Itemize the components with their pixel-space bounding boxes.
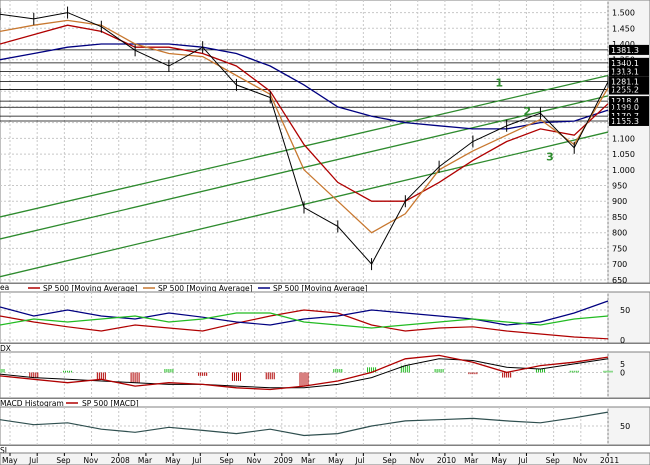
y-tick-label: 1.400 bbox=[612, 40, 635, 49]
y-tick-label: 1.000 bbox=[612, 166, 635, 175]
level-tag bbox=[609, 76, 649, 87]
level-label: 1255.2 bbox=[611, 86, 639, 95]
axis-area bbox=[607, 291, 650, 344]
price-axis: 650 700 750 800 850 900 950 1.000 1.050 1.100 1.15… bbox=[612, 9, 635, 285]
x-tick-label: Nov bbox=[247, 456, 262, 465]
y-tick-label: 850 bbox=[612, 213, 627, 222]
level-label: 1381.3 bbox=[611, 46, 639, 55]
x-tick-label: Jul bbox=[191, 456, 201, 465]
y-tick-label: 950 bbox=[612, 182, 627, 191]
y-tick-label: 50 bbox=[620, 422, 630, 431]
x-tick-label: May bbox=[491, 456, 507, 465]
y-tick-label: 0 bbox=[620, 336, 625, 345]
y-tick-label: 1.100 bbox=[612, 134, 635, 143]
level-tag bbox=[609, 66, 649, 77]
x-tick-label: Sep bbox=[56, 456, 70, 465]
legend-entry: SP 500 [Moving Average] bbox=[273, 284, 368, 293]
y-tick-label: 1.250 bbox=[612, 87, 635, 96]
y-tick-label: 1.050 bbox=[612, 150, 635, 159]
level-tag bbox=[609, 44, 649, 55]
channel-line-2 bbox=[0, 95, 609, 240]
adx-line bbox=[0, 309, 609, 340]
minus-di-line bbox=[0, 312, 609, 329]
x-tick-label: 2011 bbox=[600, 456, 619, 465]
x-tick-label: Mar bbox=[138, 456, 153, 465]
level-tag bbox=[609, 102, 649, 113]
legend-prefix: ea bbox=[0, 283, 9, 292]
macd-panel: 50 MACD Histogram SP 500 [MACD] bbox=[0, 351, 650, 408]
legend-entry: SP 500 [Moving Average] bbox=[158, 284, 253, 293]
y-tick-label: 800 bbox=[612, 229, 627, 238]
legend-prefix: SI bbox=[0, 446, 7, 455]
level-tag bbox=[609, 57, 649, 68]
plus-di-line bbox=[0, 300, 609, 326]
level-label: 1340.1 bbox=[611, 59, 639, 68]
x-tick-label: 2009 bbox=[274, 456, 293, 465]
x-tick-label: Nov bbox=[410, 456, 425, 465]
x-tick-label: Jul bbox=[517, 456, 527, 465]
macd-signal-line bbox=[0, 358, 609, 389]
x-tick-label: 2008 bbox=[111, 456, 130, 465]
level-tag bbox=[609, 96, 649, 107]
level-tag bbox=[609, 115, 649, 126]
x-tick-label: Jul bbox=[354, 456, 364, 465]
x-tick-label: Nov bbox=[573, 456, 588, 465]
adx-panel: 50 0 DX bbox=[0, 291, 650, 353]
y-tick-label: 5 bbox=[620, 360, 625, 369]
x-tick-label: May bbox=[328, 456, 344, 465]
axis-area bbox=[607, 351, 650, 399]
macd-line bbox=[0, 354, 609, 391]
panel-frame bbox=[0, 291, 609, 344]
level-label: 1155.3 bbox=[611, 117, 639, 126]
legend-entry: SP 500 [Moving Average] bbox=[43, 284, 138, 293]
x-axis-strip bbox=[0, 452, 650, 465]
time-axis: May Jul Sep Nov 2008 Mar May Jul Sep Nov 2009 Mar Ma… bbox=[0, 452, 650, 465]
x-tick-label: Sep bbox=[546, 456, 560, 465]
price-series-group bbox=[0, 6, 609, 271]
rsi-panel: 50 SI bbox=[0, 406, 650, 455]
legend-entry: MACD Histogram bbox=[0, 399, 64, 408]
y-tick-label: 1.350 bbox=[612, 56, 635, 65]
x-tick-label: Nov bbox=[84, 456, 99, 465]
y-tick-label: 1.450 bbox=[612, 24, 635, 33]
level-tag bbox=[609, 84, 649, 95]
level-label: 1313.1 bbox=[611, 67, 639, 76]
legend-prefix: DX bbox=[0, 344, 11, 353]
y-tick-label: 700 bbox=[612, 260, 627, 269]
y-tick-label: 750 bbox=[612, 244, 627, 253]
y-tick-label: 0 bbox=[620, 368, 625, 377]
price-legend: ea SP 500 [Moving Average] SP 500 [Moving … bbox=[0, 283, 650, 293]
x-tick-label: Sep bbox=[383, 456, 397, 465]
y-tick-label: 50 bbox=[620, 306, 630, 315]
x-tick-label: 2010 bbox=[437, 456, 456, 465]
level-label: 1199.0 bbox=[611, 103, 639, 112]
y-tick-label: 650 bbox=[612, 276, 627, 285]
y-tick-label: 900 bbox=[612, 197, 627, 206]
x-tick-label: Jul bbox=[28, 456, 38, 465]
x-tick-label: May bbox=[2, 456, 18, 465]
level-label: 1281.1 bbox=[611, 77, 639, 86]
x-tick-label: Sep bbox=[219, 456, 233, 465]
y-tick-label: 1.200 bbox=[612, 103, 635, 112]
rsi-line bbox=[0, 411, 609, 437]
channel-label-1: 1 bbox=[495, 76, 503, 89]
y-tick-label: 1.300 bbox=[612, 71, 635, 80]
legend-entry: SP 500 [MACD] bbox=[82, 399, 139, 408]
x-tick-label: Mar bbox=[464, 456, 479, 465]
channel-line-1 bbox=[0, 74, 609, 218]
level-label: 1218.4 bbox=[611, 97, 639, 106]
channel-label-2: 2 bbox=[524, 105, 532, 118]
channel-label-3: 3 bbox=[546, 150, 554, 163]
y-tick-label: 1.150 bbox=[612, 119, 635, 128]
x-tick-label: May bbox=[165, 456, 181, 465]
y-tick-label: 1.500 bbox=[612, 9, 635, 18]
x-tick-label: Mar bbox=[301, 456, 316, 465]
